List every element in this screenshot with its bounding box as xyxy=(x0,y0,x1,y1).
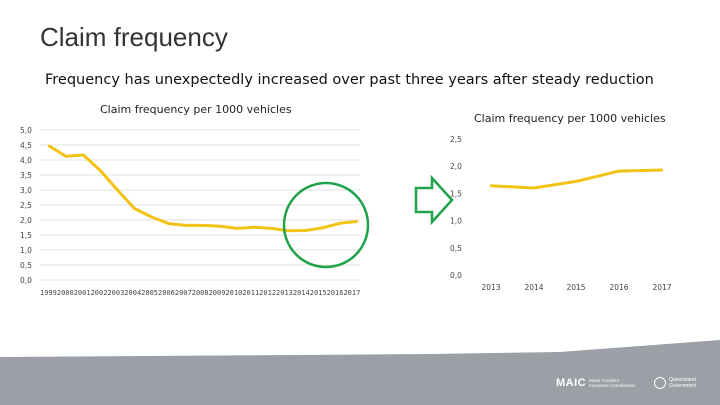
page-subtitle: Frequency has unexpectedly increased ove… xyxy=(45,72,654,88)
chart-2-x-tick-label: 2013 xyxy=(481,283,500,292)
chart-1-point-2015 xyxy=(321,226,324,229)
maic-logo-word: MAIC xyxy=(556,377,587,389)
chart-2-y-tick-label: 0,0 xyxy=(450,271,462,280)
chart-1-x-tick-label: 2000 xyxy=(57,289,74,297)
chart-1-title: Claim frequency per 1000 vehicles xyxy=(100,103,292,116)
chart-1-y-tick-label: 1,5 xyxy=(20,231,32,240)
chart-1-y-tick-label: 4,5 xyxy=(20,141,32,150)
chart-1-x-tick-label: 2009 xyxy=(209,289,226,297)
chart-2-y-tick-label: 0,5 xyxy=(450,244,462,253)
highlight-circle xyxy=(282,181,370,269)
chart-2-points xyxy=(489,168,664,190)
chart-1-series-line xyxy=(48,144,358,233)
qld-logo-line-2: Government xyxy=(669,383,697,389)
qld-logo-line-1: Queensland xyxy=(669,377,696,383)
chart-1-y-tick-label: 3,5 xyxy=(20,171,32,180)
chart-1-y-tick-label: 1,0 xyxy=(20,246,32,255)
chart-1-x-tick-label: 2005 xyxy=(141,289,158,297)
chart-2-y-tick-label: 2,5 xyxy=(450,135,462,144)
chart-1-point-2012 xyxy=(270,227,273,230)
chart-1-y-axis: 5,0 4,5 4,0 3,5 3,0 2,5 2,0 1,5 1,0 0,5 0,0 xyxy=(20,126,32,285)
chart-1-x-tick-label: 2004 xyxy=(124,289,141,297)
chart-1-y-tick-label: 3,0 xyxy=(20,186,32,195)
chart-1-x-tick-label: 2010 xyxy=(225,289,242,297)
chart-1-points xyxy=(47,144,359,232)
chart-1-point-2005 xyxy=(150,215,153,219)
chart-1-x-tick-label: 2013 xyxy=(276,289,293,297)
chart-2-x-axis: 2013 2014 2015 2016 2017 xyxy=(481,283,671,292)
chart-1-x-tick-labels: 1999200020012002200320042005200620072008… xyxy=(40,289,360,297)
chart-1-point-2003 xyxy=(116,188,119,192)
chart-2-y-tick-label: 1,0 xyxy=(450,217,462,226)
chart-1-point-2008 xyxy=(201,224,205,227)
chart-2-y-tick-label: 2,0 xyxy=(450,162,462,171)
chart-1-point-2004 xyxy=(133,207,136,210)
chart-1-x-tick-label: 2003 xyxy=(107,289,124,297)
chart-1-x-tick-label: 1999 xyxy=(40,289,57,297)
chart-1-y-tick-label: 4,0 xyxy=(20,156,32,165)
chart-2-y-axis: 2,5 2,0 1,5 1,0 0,5 0,0 xyxy=(450,135,462,280)
chart-2-point-2015 xyxy=(574,180,578,183)
chart-1-point-2014 xyxy=(304,229,307,232)
chart-1-point-2006 xyxy=(167,222,170,225)
chart-1-x-tick-label: 2002 xyxy=(91,289,108,297)
chart-2-x-tick-label: 2017 xyxy=(652,283,671,292)
chart-1-x-tick-label: 2008 xyxy=(192,289,209,297)
chart-2-point-2013 xyxy=(489,184,493,187)
chart-1-gridlines xyxy=(40,129,360,281)
chart-2-point-2014 xyxy=(532,186,536,190)
chart-2-y-tick-label: 1,5 xyxy=(450,189,462,198)
chart-1-x-tick-label: 2017 xyxy=(343,289,360,297)
chart-1-point-2007 xyxy=(184,224,188,227)
chart-1-x-tick-label: 2001 xyxy=(74,289,91,297)
chart-1-x-tick-label: 2007 xyxy=(175,289,192,297)
right-arrow-icon xyxy=(414,174,454,226)
chart-1-y-tick-label: 0,5 xyxy=(20,261,32,270)
chart-1-y-tick-label: 0,0 xyxy=(20,276,32,285)
chart-1-x-axis: 1999200020012002200320042005200620072008… xyxy=(40,289,360,297)
chart-1-point-1999 xyxy=(47,144,51,148)
chart-2-point-2016 xyxy=(617,169,621,173)
chart-2-x-tick-label: 2016 xyxy=(609,283,628,292)
chart-1-point-2000 xyxy=(64,155,68,158)
chart-1-point-2011 xyxy=(253,226,256,229)
chart-1-point-2017 xyxy=(355,220,359,223)
chart-1-x-tick-label: 2015 xyxy=(310,289,327,297)
chart-1-x-tick-label: 2006 xyxy=(158,289,175,297)
chart-1-point-2010 xyxy=(236,227,239,230)
chart-1-y-tick-label: 2,0 xyxy=(20,216,32,225)
chart-2-point-2017 xyxy=(660,168,664,172)
qld-crest-icon xyxy=(654,377,666,389)
chart-1-x-tick-label: 2012 xyxy=(259,289,276,297)
maic-logo-line-2: Insurance Commission xyxy=(589,383,635,388)
chart-1-y-tick-label: 2,5 xyxy=(20,201,32,210)
qld-government-logo: Queensland Government xyxy=(654,377,697,389)
chart-1-point-2009 xyxy=(218,225,222,228)
page-title: Claim frequency xyxy=(40,22,228,52)
chart-1-x-tick-label: 2014 xyxy=(293,289,310,297)
maic-logo: MAIC Motor Accident Insurance Commission xyxy=(556,377,635,389)
chart-2-x-tick-label: 2015 xyxy=(566,283,585,292)
chart-1-point-2016 xyxy=(338,222,342,225)
chart-1-point-2002 xyxy=(99,169,102,172)
chart-1-x-tick-label: 2011 xyxy=(242,289,259,297)
chart-1-point-2001 xyxy=(82,153,85,157)
footer-band xyxy=(0,340,720,405)
chart-2-x-tick-label: 2014 xyxy=(524,283,543,292)
chart-1-x-tick-label: 2016 xyxy=(327,289,344,297)
chart-1-point-2013 xyxy=(287,229,290,232)
chart-1-y-tick-label: 5,0 xyxy=(20,126,32,135)
chart-2-series-line xyxy=(490,168,663,190)
chart-2-title: Claim frequency per 1000 vehicles xyxy=(474,112,666,125)
maic-logo-line-1: Motor Accident xyxy=(589,378,619,383)
